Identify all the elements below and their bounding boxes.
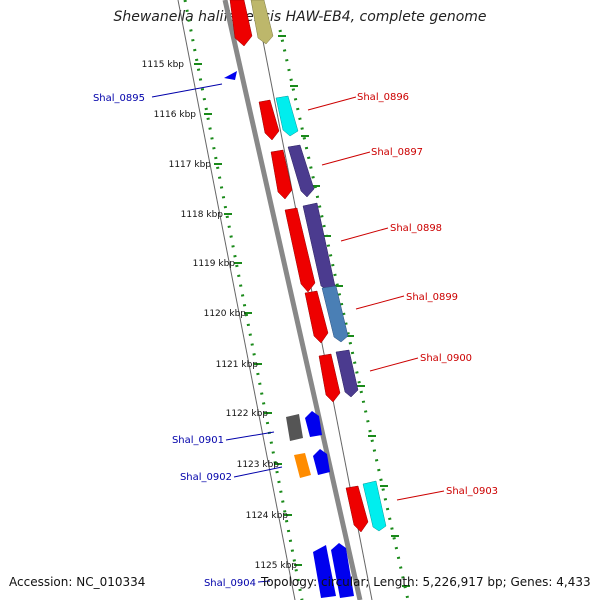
gene-label-shal-0899[interactable]: Shal_0899: [406, 292, 458, 303]
leader-line-shal-0899: [355, 295, 405, 310]
gene-arrow-shal-0896[interactable]: [258, 99, 280, 141]
gene-label-shal-0904[interactable]: Shal_0904: [204, 578, 256, 589]
scale-tick-label: 1115 kbp: [142, 60, 185, 70]
gene-label-shal-0902[interactable]: Shal_0902: [180, 472, 232, 483]
gene-arrow-shal-0897-homolog[interactable]: [287, 144, 315, 198]
gene-label-shal-0895[interactable]: Shal_0895: [93, 93, 145, 104]
gene-arrow-shal-0900-homolog[interactable]: [335, 349, 359, 398]
accession-text: Accession: NC_010334: [9, 575, 146, 589]
scale-tick-label: 1121 kbp: [216, 360, 259, 370]
gene-arrow-shal-0897[interactable]: [270, 149, 293, 200]
leader-line-shal-0902: [233, 466, 283, 478]
gene-label-shal-0901[interactable]: Shal_0901: [172, 435, 224, 446]
gene-arrow-shal-0903[interactable]: [345, 485, 369, 533]
gene-features: [224, 0, 387, 598]
gene-arrow-shal-0904[interactable]: [313, 545, 336, 598]
gene-leader-lines: [151, 83, 445, 583]
gene-arrow[interactable]: [229, 0, 253, 47]
leader-line-shal-0896: [307, 96, 357, 111]
gene-arrow-shal-0899-homolog[interactable]: [321, 285, 349, 343]
gene-labels: Shal_0895 Shal_0896 Shal_0897 Shal_0898 …: [93, 92, 498, 589]
scale-tick-labels: 1115 kbp 1116 kbp 1117 kbp 1118 kbp 1119…: [142, 60, 298, 571]
leader-line-shal-0903: [396, 490, 445, 501]
gene-arrow-shal-0902-homolog[interactable]: [294, 453, 311, 478]
gene-arrow-shal-0901[interactable]: [305, 411, 322, 437]
gene-label-shal-0900[interactable]: Shal_0900: [420, 353, 472, 364]
gene-arrow-shal-0904-homolog[interactable]: [331, 543, 354, 598]
scale-tick-label: 1123 kbp: [237, 460, 280, 470]
scale-tick-label: 1118 kbp: [181, 210, 224, 220]
gene-arrow[interactable]: [250, 0, 274, 45]
scale-tick-label: 1117 kbp: [169, 160, 212, 170]
gene-label-shal-0897[interactable]: Shal_0897: [371, 147, 423, 158]
gene-arrow-shal-0900[interactable]: [318, 353, 341, 403]
genome-backbone: [222, 0, 363, 600]
gene-arrow-shal-0901-homolog[interactable]: [286, 414, 303, 441]
gene-arrow-shal-0896-homolog[interactable]: [275, 95, 299, 137]
leader-line-shal-0904: [257, 580, 271, 583]
leader-line-shal-0897: [321, 151, 371, 166]
gene-arrow-shal-0895[interactable]: [224, 71, 237, 80]
leader-line-shal-0898: [340, 227, 389, 242]
gene-label-shal-0896[interactable]: Shal_0896: [357, 92, 409, 103]
gene-arrow-shal-0899[interactable]: [304, 290, 329, 344]
gene-label-shal-0903[interactable]: Shal_0903: [446, 486, 498, 497]
gene-arrow-shal-0902[interactable]: [313, 449, 330, 475]
topology-text: Topology: circular; Length: 5,226,917 bp…: [261, 575, 591, 589]
band-left-border: [177, 0, 296, 600]
scale-tick-label: 1125 kbp: [255, 561, 298, 571]
leader-line-shal-0901: [225, 431, 275, 441]
leader-line-shal-0900: [369, 357, 419, 372]
genome-title: Shewanella halifaxensis HAW-EB4, complet…: [113, 9, 487, 25]
scale-tick-label: 1120 kbp: [204, 309, 247, 319]
scale-tick-label: 1119 kbp: [193, 259, 236, 269]
scale-tick-label: 1116 kbp: [154, 110, 197, 120]
gene-arrow-shal-0898[interactable]: [284, 207, 316, 293]
scale-tick-label: 1122 kbp: [226, 409, 269, 419]
scale-dotted-line-right: [278, 29, 410, 600]
gene-label-shal-0898[interactable]: Shal_0898: [390, 223, 442, 234]
leader-line-shal-0895: [151, 83, 223, 98]
scale-tick-label: 1124 kbp: [246, 511, 289, 521]
scale-dotted-line-left: [183, 0, 304, 600]
gene-arrow-shal-0903-homolog[interactable]: [362, 480, 387, 532]
scale-tick-marks: [194, 35, 410, 587]
